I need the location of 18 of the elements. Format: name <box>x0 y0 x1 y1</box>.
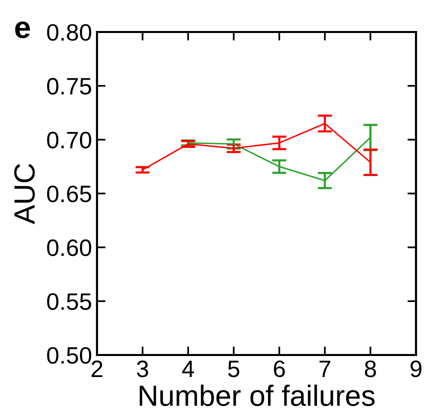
x-tick-label: 8 <box>364 360 376 378</box>
y-tick-label: 0.75 <box>47 78 92 95</box>
x-tick-label: 6 <box>274 360 285 378</box>
y-tick-label: 0.50 <box>47 347 92 364</box>
x-tick-label: 4 <box>182 360 194 377</box>
y-tick-label: 0.55 <box>47 293 92 310</box>
y-tick-label: 0.80 <box>47 24 92 41</box>
y-tick-label: 0.70 <box>47 132 92 148</box>
x-tick-label: 9 <box>410 360 422 378</box>
x-tick-label: 5 <box>228 360 240 378</box>
y-axis-title: AUC <box>14 164 35 224</box>
x-tick-label: 3 <box>136 360 148 378</box>
y-tick-label: 0.65 <box>47 186 92 202</box>
x-axis-title: Number of failures <box>140 384 375 406</box>
text: e <box>15 21 30 38</box>
y-tick-label: 0.60 <box>47 239 92 256</box>
x-tick-label: 7 <box>320 360 330 377</box>
x-tick-label: 2 <box>92 360 102 377</box>
